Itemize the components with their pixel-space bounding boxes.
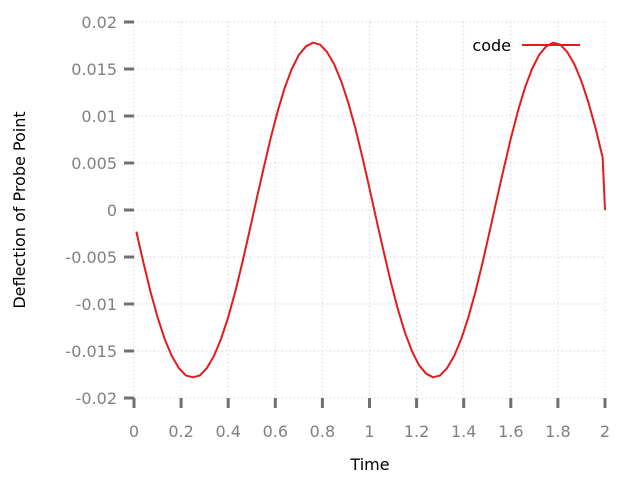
x-tick-label: 1.6: [498, 422, 523, 441]
y-axis: -0.02 -0.015 -0.01 -0.005 0 0.005 0.01 0.015 0.0…: [65, 13, 134, 408]
x-tick-label: 0.6: [263, 422, 288, 441]
x-tick-label: 2: [600, 422, 610, 441]
series-line-code: [135, 41, 606, 379]
y-tick-label: -0.005: [65, 248, 117, 267]
y-tick-label: -0.015: [65, 342, 117, 361]
x-axis: 0 0.2 0.4 0.6 0.8 1 1.2 1.4 1.6 1.8 2: [129, 398, 610, 441]
x-tick-label: 1.4: [451, 422, 476, 441]
y-tick-label: 0.005: [71, 154, 117, 173]
y-tick-label: 0.01: [81, 107, 117, 126]
y-tick-label: -0.02: [76, 389, 117, 408]
series-layer: [135, 41, 606, 379]
y-tick-label: 0: [107, 201, 117, 220]
x-tick-label: 0.8: [310, 422, 335, 441]
y-tick-label: 0.02: [81, 13, 117, 32]
legend: code: [472, 36, 580, 55]
y-axis-title: Deflection of Probe Point: [10, 111, 29, 308]
y-tick-label: 0.015: [71, 60, 117, 79]
x-tick-label: 1: [364, 422, 374, 441]
y-tick-label: -0.01: [76, 295, 117, 314]
x-tick-label: 0.4: [215, 422, 240, 441]
x-axis-title: Time: [349, 455, 389, 474]
x-tick-label: 1.8: [545, 422, 570, 441]
x-tick-label: 1.2: [404, 422, 429, 441]
legend-label: code: [472, 36, 511, 55]
x-tick-label: 0.2: [168, 422, 193, 441]
x-tick-label: 0: [129, 422, 139, 441]
gridlines: [133, 21, 606, 399]
